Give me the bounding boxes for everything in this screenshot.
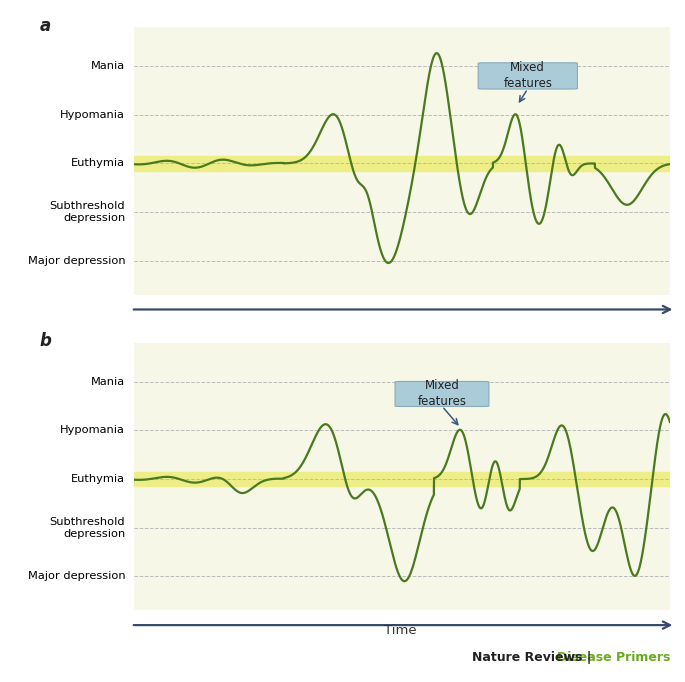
Text: Mixed
features: Mixed features [417,379,466,409]
Bar [134,472,670,486]
Text: b: b [40,332,51,351]
Text: Nature Reviews |: Nature Reviews | [472,651,596,664]
Text: Mixed
features: Mixed features [503,61,552,91]
FancyBboxPatch shape [478,63,577,89]
Text: Disease Primers: Disease Primers [556,651,670,664]
Bar [134,156,670,170]
Text: a: a [40,16,51,35]
Text: Time: Time [384,624,417,638]
FancyBboxPatch shape [395,381,489,406]
